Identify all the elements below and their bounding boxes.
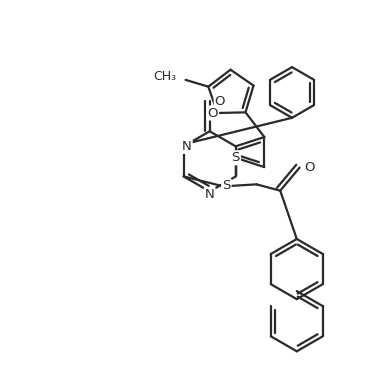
Text: N: N	[182, 140, 192, 153]
Text: O: O	[304, 161, 315, 174]
Text: N: N	[205, 188, 214, 201]
Text: S: S	[222, 179, 231, 192]
Text: S: S	[231, 152, 240, 164]
Text: O: O	[208, 106, 218, 120]
Text: CH₃: CH₃	[153, 70, 176, 83]
Text: O: O	[215, 94, 225, 108]
